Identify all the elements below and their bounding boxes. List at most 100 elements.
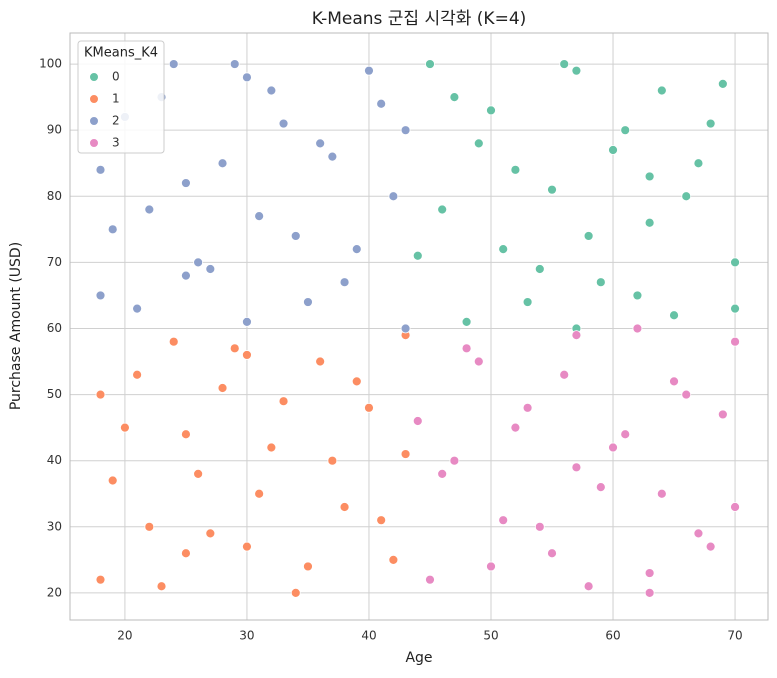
point bbox=[681, 191, 692, 202]
x-tick-label: 50 bbox=[483, 629, 498, 643]
point bbox=[498, 515, 509, 526]
point bbox=[669, 310, 679, 321]
point bbox=[266, 85, 277, 96]
point bbox=[254, 488, 265, 499]
point bbox=[193, 469, 204, 479]
point bbox=[534, 521, 545, 532]
legend-marker bbox=[89, 116, 99, 126]
point bbox=[730, 336, 740, 347]
point bbox=[327, 151, 338, 162]
point bbox=[95, 389, 106, 400]
point bbox=[351, 244, 362, 255]
point bbox=[559, 59, 570, 69]
point bbox=[644, 587, 655, 598]
point bbox=[693, 158, 704, 169]
point bbox=[534, 264, 545, 274]
point bbox=[242, 350, 252, 360]
point bbox=[571, 330, 582, 340]
point bbox=[95, 290, 106, 301]
point bbox=[608, 442, 618, 453]
point bbox=[156, 581, 167, 592]
y-tick-label: 30 bbox=[47, 519, 62, 533]
point bbox=[290, 587, 301, 598]
legend-label: 2 bbox=[112, 114, 120, 128]
point bbox=[437, 204, 448, 215]
x-tick-label: 30 bbox=[239, 629, 254, 643]
point bbox=[717, 78, 728, 89]
point bbox=[168, 336, 179, 347]
point bbox=[400, 449, 411, 459]
point bbox=[461, 316, 472, 327]
legend-marker bbox=[89, 138, 99, 148]
point bbox=[644, 171, 655, 182]
point bbox=[181, 270, 191, 281]
point bbox=[107, 475, 118, 486]
point bbox=[583, 231, 594, 241]
point bbox=[473, 356, 484, 367]
point bbox=[595, 482, 606, 493]
y-tick-label: 60 bbox=[47, 321, 62, 335]
point bbox=[620, 125, 631, 136]
point bbox=[486, 561, 496, 572]
point bbox=[95, 164, 106, 175]
point bbox=[327, 455, 338, 466]
point bbox=[730, 303, 740, 314]
point bbox=[522, 402, 533, 413]
point bbox=[437, 469, 448, 479]
point bbox=[278, 118, 289, 129]
point bbox=[205, 528, 216, 539]
point bbox=[620, 429, 631, 440]
point bbox=[339, 502, 350, 512]
point bbox=[522, 297, 533, 307]
point bbox=[376, 515, 387, 526]
point bbox=[656, 85, 667, 96]
point bbox=[242, 541, 252, 552]
point bbox=[290, 231, 301, 241]
point bbox=[693, 528, 704, 539]
x-axis-label: Age bbox=[405, 650, 432, 666]
point bbox=[193, 257, 204, 268]
point bbox=[242, 72, 252, 83]
point bbox=[730, 502, 740, 512]
point bbox=[144, 521, 155, 532]
point bbox=[681, 389, 692, 400]
point bbox=[217, 383, 228, 393]
point bbox=[205, 264, 216, 274]
plot-frame bbox=[69, 32, 769, 621]
point bbox=[95, 574, 106, 585]
point bbox=[254, 211, 265, 222]
point bbox=[400, 125, 411, 136]
point bbox=[132, 369, 143, 380]
point bbox=[388, 191, 399, 202]
point bbox=[644, 568, 655, 578]
point bbox=[217, 158, 228, 169]
point bbox=[510, 164, 521, 175]
point bbox=[266, 442, 277, 453]
point bbox=[632, 323, 643, 334]
point bbox=[315, 356, 326, 367]
point bbox=[168, 59, 179, 69]
point bbox=[303, 561, 313, 572]
point bbox=[107, 224, 118, 235]
point bbox=[730, 257, 740, 268]
point bbox=[181, 178, 191, 188]
point bbox=[412, 250, 423, 261]
y-tick-label: 80 bbox=[47, 189, 62, 203]
point bbox=[364, 402, 374, 413]
x-tick-label: 20 bbox=[117, 629, 132, 643]
y-tick-label: 100 bbox=[39, 57, 62, 71]
point bbox=[242, 316, 252, 327]
point bbox=[547, 548, 557, 559]
point bbox=[303, 297, 313, 307]
point bbox=[547, 184, 557, 195]
legend-label: 1 bbox=[112, 92, 120, 106]
point bbox=[181, 429, 191, 440]
point bbox=[229, 343, 240, 354]
legend-label: 0 bbox=[112, 70, 120, 84]
legend-label: 3 bbox=[112, 136, 120, 150]
point bbox=[717, 409, 728, 420]
point bbox=[461, 343, 472, 354]
point bbox=[339, 277, 350, 288]
point bbox=[656, 488, 667, 499]
